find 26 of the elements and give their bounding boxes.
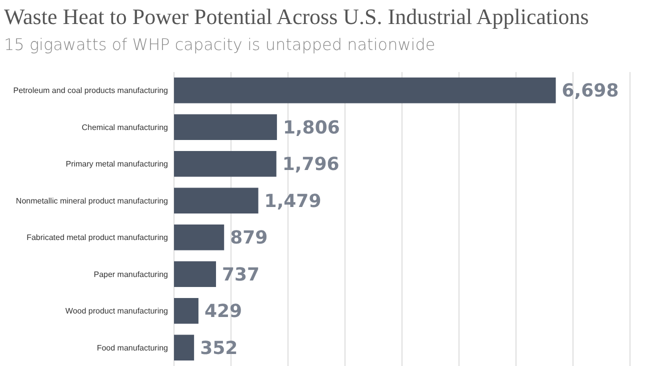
y-tick-label: Paper manufacturing xyxy=(94,270,168,279)
y-tick-label: Nonmetallic mineral product manufacturing xyxy=(16,196,168,206)
bar xyxy=(174,78,556,104)
data-label: 1,479 xyxy=(264,190,322,212)
bar xyxy=(174,334,194,360)
data-label: 1,806 xyxy=(282,117,340,138)
bar xyxy=(174,188,258,214)
data-label: 429 xyxy=(204,301,242,322)
bar xyxy=(174,261,216,287)
bar xyxy=(174,114,277,140)
data-label: 352 xyxy=(200,338,238,359)
data-label: 1,796 xyxy=(282,154,340,176)
y-tick-label: Petroleum and coal products manufacturing xyxy=(13,86,168,96)
y-tick-label: Food manufacturing xyxy=(96,343,168,352)
y-tick-label: Wood product manufacturing xyxy=(65,306,168,316)
chart-subtitle: 15 gigawatts of WHP capacity is untapped nationwide xyxy=(4,35,436,54)
bar xyxy=(174,298,198,324)
y-tick-label: Fabricated metal product manufacturing xyxy=(26,233,168,242)
chart-title: Waste Heat to Power Potential Across U.S. Industrial Applications xyxy=(4,4,589,29)
data-label: 737 xyxy=(222,264,260,286)
data-label: 879 xyxy=(230,228,268,249)
y-tick-label: Chemical manufacturing xyxy=(82,122,168,132)
y-tick-label: Primary metal manufacturing xyxy=(66,160,168,169)
bar xyxy=(174,151,276,177)
data-label: 6,698 xyxy=(562,80,619,102)
bar xyxy=(174,224,224,250)
